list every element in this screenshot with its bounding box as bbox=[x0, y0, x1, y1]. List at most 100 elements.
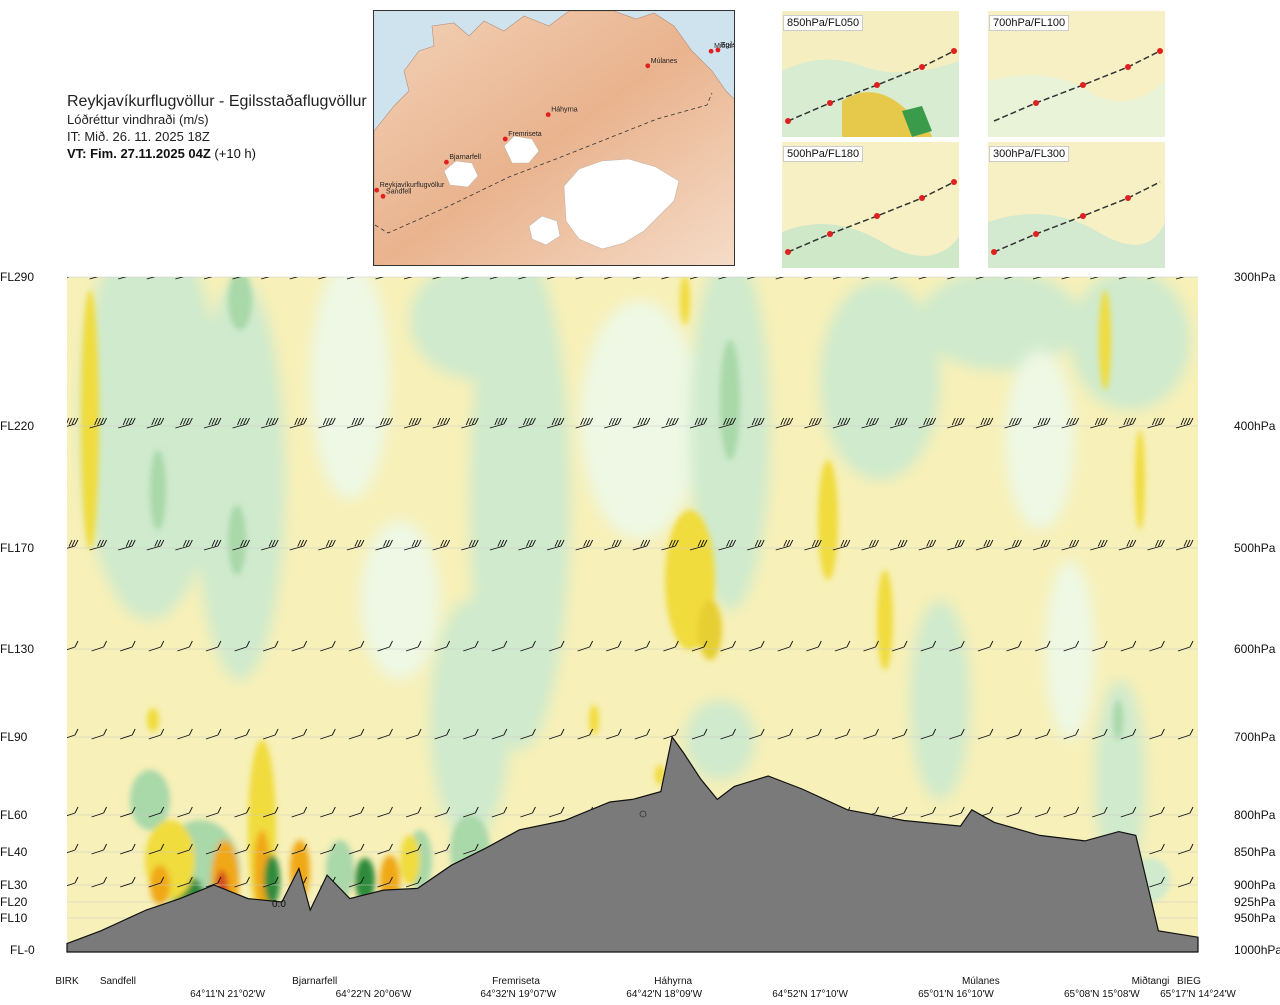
wind-barb bbox=[747, 417, 765, 429]
thumbnail-850hpa[interactable]: 850hPa/FL050 bbox=[782, 11, 959, 137]
wind-barb bbox=[67, 843, 79, 854]
flight-level-label: FL40 bbox=[0, 845, 28, 859]
route-title: Reykjavíkurflugvöllur - Egilsstaðaflugvö… bbox=[67, 93, 367, 110]
wind-barb bbox=[348, 640, 365, 652]
wind-barb bbox=[520, 728, 536, 740]
wind-barb bbox=[606, 728, 622, 740]
wind-barb bbox=[175, 539, 193, 551]
wind-barb bbox=[1118, 539, 1137, 551]
wind-barb bbox=[177, 640, 193, 652]
waypoint-label: BIRK bbox=[55, 976, 79, 987]
wind-barb bbox=[463, 806, 479, 818]
thumbnail-700hpa[interactable]: 700hPa/FL100 bbox=[988, 11, 1165, 137]
wind-barb bbox=[949, 806, 965, 818]
wind-barb bbox=[232, 417, 250, 429]
wind-barb bbox=[718, 539, 736, 551]
wind-barb bbox=[403, 417, 422, 429]
wind-barb bbox=[262, 876, 279, 888]
wind-barb bbox=[1149, 806, 1165, 818]
wind-barb bbox=[320, 806, 336, 818]
issue-time: IT: Mið. 26. 11. 2025 18Z bbox=[67, 129, 210, 144]
wind-barb bbox=[148, 806, 165, 818]
wind-barb bbox=[1090, 277, 1099, 280]
flight-level-label: FL10 bbox=[0, 911, 28, 925]
map-place: Sandfell bbox=[380, 188, 412, 199]
wind-barb bbox=[346, 277, 356, 280]
wind-barb bbox=[575, 277, 585, 280]
wind-barb bbox=[1034, 728, 1051, 740]
coordinate-label: 65°17'N 14°24'W bbox=[1160, 989, 1236, 1000]
wind-barb bbox=[546, 539, 565, 551]
wind-barb bbox=[148, 728, 165, 740]
wind-barb bbox=[348, 728, 365, 740]
wind-barb bbox=[661, 417, 679, 429]
wind-barb bbox=[405, 876, 422, 888]
wind-barb bbox=[1061, 277, 1071, 280]
marker-circle bbox=[639, 810, 647, 818]
wind-barb bbox=[1004, 277, 1014, 280]
wind-barb bbox=[720, 728, 736, 740]
wind-barb bbox=[518, 417, 536, 429]
wind-barb bbox=[205, 843, 222, 855]
wind-barb bbox=[1032, 539, 1051, 551]
wind-barb bbox=[1061, 539, 1080, 551]
pressure-label: 300hPa bbox=[1234, 270, 1276, 284]
wind-barb bbox=[889, 417, 908, 429]
wind-barb bbox=[1177, 843, 1194, 855]
wind-barb bbox=[432, 277, 442, 280]
map-place: Múlanes bbox=[645, 58, 678, 69]
wind-barb bbox=[289, 277, 299, 280]
wind-barb bbox=[977, 728, 994, 740]
wind-barb bbox=[1006, 728, 1022, 740]
wind-barb bbox=[289, 539, 308, 551]
wind-barb bbox=[120, 640, 136, 652]
wind-barb bbox=[1063, 806, 1080, 818]
wind-barb bbox=[205, 876, 222, 888]
pressure-label: 1000hPa bbox=[1234, 943, 1280, 957]
wind-barb bbox=[291, 640, 308, 652]
thumbnail-300hpa[interactable]: 300hPa/FL300 bbox=[988, 142, 1165, 268]
wind-barb bbox=[1004, 417, 1022, 429]
wind-barb bbox=[1061, 417, 1080, 429]
wind-barb bbox=[91, 728, 107, 740]
wind-barb bbox=[346, 417, 365, 429]
wind-barb bbox=[1177, 728, 1194, 740]
wind-barb bbox=[120, 806, 136, 818]
wind-barb bbox=[203, 417, 222, 429]
coordinate-label: 64°32'N 19°07'W bbox=[480, 989, 556, 1000]
wind-barb bbox=[463, 843, 479, 855]
thumbnail-500hpa[interactable]: 500hPa/FL180 bbox=[782, 142, 959, 268]
wind-barb bbox=[1034, 640, 1051, 652]
wind-barb bbox=[463, 728, 479, 740]
map-place-label: Háhyrna bbox=[551, 107, 578, 114]
wind-barb bbox=[175, 277, 184, 280]
map-place-label: Miðtangi bbox=[714, 42, 735, 50]
wind-barb bbox=[234, 876, 250, 888]
wind-barb bbox=[918, 277, 928, 280]
wind-barb bbox=[318, 539, 336, 551]
wind-barb bbox=[861, 417, 879, 429]
thumbnail-300hpa-map bbox=[988, 142, 1165, 268]
wind-barb bbox=[604, 417, 622, 429]
wind-barb bbox=[1032, 417, 1051, 429]
wind-barb bbox=[520, 806, 536, 818]
wind-barb bbox=[663, 640, 679, 652]
wind-barb bbox=[262, 640, 279, 652]
wind-barb bbox=[67, 806, 79, 817]
wind-barb bbox=[1149, 843, 1165, 855]
chart-header: Reykjavíkurflugvöllur - Egilsstaðaflugvö… bbox=[67, 93, 387, 162]
wind-barb bbox=[1147, 539, 1165, 551]
wind-barb bbox=[118, 539, 136, 551]
wind-barb bbox=[1175, 539, 1194, 551]
wind-barb bbox=[203, 539, 222, 551]
wind-barb bbox=[804, 417, 822, 429]
wind-barb bbox=[1034, 806, 1051, 818]
pressure-label: 925hPa bbox=[1234, 895, 1276, 909]
thumbnail-850hpa-label: 850hPa/FL050 bbox=[783, 15, 864, 31]
wind-barb bbox=[949, 640, 965, 652]
wind-barb bbox=[1092, 806, 1108, 818]
wind-barb bbox=[947, 417, 965, 429]
valid-time: VT: Fim. 27.11.2025 04Z (+10 h) bbox=[67, 145, 387, 162]
wind-barb bbox=[1147, 277, 1157, 280]
